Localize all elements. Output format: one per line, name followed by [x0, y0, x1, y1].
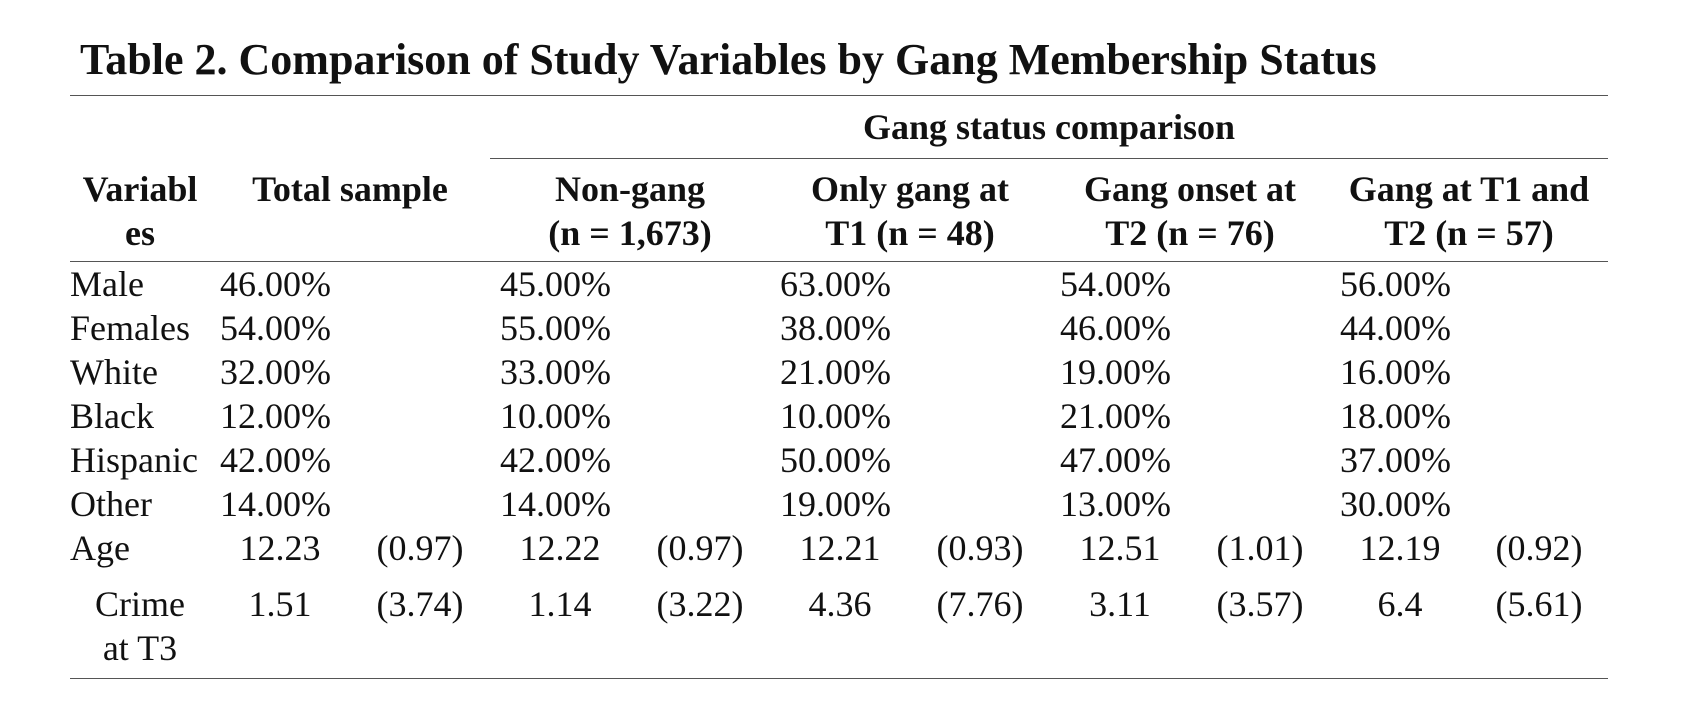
percent-cell: 42.00%: [500, 440, 611, 480]
percent-cell: 56.00%: [1340, 264, 1451, 304]
mean-cell: 4.36: [808, 584, 872, 624]
percent-cell: 42.00%: [220, 440, 331, 480]
sd-cell: (0.93): [936, 528, 1024, 568]
sd-cell: (0.97): [376, 528, 464, 568]
data-table: Gang status comparison Variabl es Total s…: [70, 95, 1608, 679]
percent-cell: 21.00%: [780, 352, 891, 392]
sd-cell: (0.92): [1495, 528, 1583, 568]
table-row: Females 54.00% 55.00% 38.00% 46.00% 44.00%: [70, 306, 1608, 350]
row-label: Other: [70, 484, 152, 524]
table-title: Table 2. Comparison of Study Variables b…: [80, 35, 1377, 84]
sd-cell: (3.74): [376, 584, 464, 624]
table-row: Male 46.00% 45.00% 63.00% 54.00% 56.00%: [70, 262, 1608, 307]
sd-cell: (1.01): [1216, 528, 1304, 568]
sd-cell: (5.61): [1495, 584, 1583, 624]
mean-cell: 12.23: [239, 528, 321, 568]
percent-cell: 50.00%: [780, 440, 891, 480]
table-row: Hispanic 42.00% 42.00% 50.00% 47.00% 37.00%: [70, 438, 1608, 482]
percent-cell: 46.00%: [220, 264, 331, 304]
col-header-onset-t2: Gang onset at T2 (n = 76): [1083, 169, 1296, 253]
table-row: White 32.00% 33.00% 21.00% 19.00% 16.00%: [70, 350, 1608, 394]
sd-cell: (3.57): [1216, 584, 1304, 624]
percent-cell: 19.00%: [780, 484, 891, 524]
percent-cell: 54.00%: [1060, 264, 1171, 304]
mean-cell: 6.4: [1377, 584, 1423, 624]
percent-cell: 13.00%: [1060, 484, 1171, 524]
percent-cell: 37.00%: [1340, 440, 1451, 480]
percent-cell: 47.00%: [1060, 440, 1171, 480]
row-label: Age: [70, 528, 130, 568]
percent-cell: 16.00%: [1340, 352, 1451, 392]
table-row: Other 14.00% 14.00% 19.00% 13.00% 30.00%: [70, 482, 1608, 526]
percent-cell: 14.00%: [220, 484, 331, 524]
percent-cell: 30.00%: [1340, 484, 1451, 524]
mean-cell: 12.19: [1359, 528, 1441, 568]
col-header-total: Total sample: [252, 168, 448, 209]
table-row: Crime at T3 1.51 (3.74) 1.14 (3.22) 4.36 (7.76)…: [70, 570, 1608, 679]
table-row: Black 12.00% 10.00% 10.00% 21.00% 18.00%: [70, 394, 1608, 438]
col-header-only-t1: Only gang at T1 (n = 48): [810, 169, 1010, 253]
percent-cell: 63.00%: [780, 264, 891, 304]
row-label: Male: [70, 264, 144, 304]
percent-cell: 18.00%: [1340, 396, 1451, 436]
row-label: Hispanic: [70, 440, 198, 480]
mean-cell: 1.14: [528, 584, 592, 624]
column-header-row: Variabl es Total sample Non-gang (n = 1,67…: [70, 159, 1608, 262]
percent-cell: 44.00%: [1340, 308, 1451, 348]
sd-cell: (7.76): [936, 584, 1024, 624]
row-label: White: [70, 352, 158, 392]
table-row: Age 12.23 (0.97) 12.22 (0.97) 12.21 (0.93) 12.5…: [70, 526, 1608, 570]
row-label: Crime at T3: [95, 584, 185, 668]
col-header-non-gang: Non-gang (n = 1,673): [548, 169, 712, 253]
percent-cell: 55.00%: [500, 308, 611, 348]
percent-cell: 10.00%: [780, 396, 891, 436]
group-header-row: Gang status comparison: [70, 95, 1608, 159]
percent-cell: 32.00%: [220, 352, 331, 392]
percent-cell: 10.00%: [500, 396, 611, 436]
sd-cell: (0.97): [656, 528, 744, 568]
percent-cell: 14.00%: [500, 484, 611, 524]
percent-cell: 33.00%: [500, 352, 611, 392]
group-header: Gang status comparison: [490, 95, 1608, 159]
mean-cell: 12.21: [799, 528, 881, 568]
mean-cell: 3.11: [1089, 584, 1151, 624]
percent-cell: 45.00%: [500, 264, 611, 304]
col-header-t1-t2: Gang at T1 and T2 (n = 57): [1348, 169, 1590, 253]
percent-cell: 19.00%: [1060, 352, 1171, 392]
percent-cell: 46.00%: [1060, 308, 1171, 348]
percent-cell: 12.00%: [220, 396, 331, 436]
col-header-variables: Variabl es: [82, 168, 198, 253]
row-label: Females: [70, 308, 190, 348]
mean-cell: 12.51: [1079, 528, 1161, 568]
row-label: Black: [70, 396, 154, 436]
sd-cell: (3.22): [656, 584, 744, 624]
percent-cell: 54.00%: [220, 308, 331, 348]
mean-cell: 12.22: [519, 528, 601, 568]
percent-cell: 38.00%: [780, 308, 891, 348]
mean-cell: 1.51: [248, 584, 312, 624]
percent-cell: 21.00%: [1060, 396, 1171, 436]
